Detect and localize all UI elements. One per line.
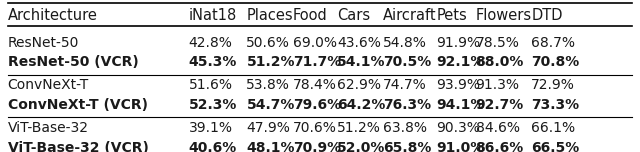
Text: ConvNeXt-T (VCR): ConvNeXt-T (VCR) xyxy=(8,98,148,112)
Text: 51.2%: 51.2% xyxy=(337,121,381,135)
Text: 78.4%: 78.4% xyxy=(293,78,337,92)
Text: 70.6%: 70.6% xyxy=(293,121,337,135)
Text: 40.6%: 40.6% xyxy=(189,141,237,152)
Text: ConvNeXt-T: ConvNeXt-T xyxy=(8,78,89,92)
Text: 53.8%: 53.8% xyxy=(246,78,291,92)
Text: ResNet-50: ResNet-50 xyxy=(8,36,79,50)
Text: 70.9%: 70.9% xyxy=(293,141,341,152)
Text: ViT-Base-32: ViT-Base-32 xyxy=(8,121,89,135)
Text: 54.1%: 54.1% xyxy=(337,55,386,69)
Text: ResNet-50 (VCR): ResNet-50 (VCR) xyxy=(8,55,138,69)
Text: 48.1%: 48.1% xyxy=(246,141,295,152)
Text: 64.2%: 64.2% xyxy=(337,98,386,112)
Text: Places: Places xyxy=(246,9,293,23)
Text: Cars: Cars xyxy=(337,9,371,23)
Text: 54.8%: 54.8% xyxy=(383,36,427,50)
Text: DTD: DTD xyxy=(531,9,563,23)
Text: 66.5%: 66.5% xyxy=(531,141,579,152)
Text: 84.6%: 84.6% xyxy=(476,121,520,135)
Text: 52.0%: 52.0% xyxy=(337,141,386,152)
Text: 54.7%: 54.7% xyxy=(246,98,295,112)
Text: 90.3%: 90.3% xyxy=(436,121,481,135)
Text: ViT-Base-32 (VCR): ViT-Base-32 (VCR) xyxy=(8,141,148,152)
Text: 66.1%: 66.1% xyxy=(531,121,575,135)
Text: 50.6%: 50.6% xyxy=(246,36,291,50)
Text: 92.7%: 92.7% xyxy=(476,98,524,112)
Text: Pets: Pets xyxy=(436,9,467,23)
Text: 93.9%: 93.9% xyxy=(436,78,481,92)
Text: 68.7%: 68.7% xyxy=(531,36,575,50)
Text: 42.8%: 42.8% xyxy=(189,36,233,50)
Text: 88.0%: 88.0% xyxy=(476,55,524,69)
Text: 72.9%: 72.9% xyxy=(531,78,575,92)
Text: 91.9%: 91.9% xyxy=(436,36,481,50)
Text: 76.3%: 76.3% xyxy=(383,98,431,112)
Text: 51.6%: 51.6% xyxy=(189,78,233,92)
Text: 51.2%: 51.2% xyxy=(246,55,295,69)
Text: 71.7%: 71.7% xyxy=(293,55,341,69)
Text: 86.6%: 86.6% xyxy=(476,141,524,152)
Text: 92.1%: 92.1% xyxy=(436,55,485,69)
Text: 45.3%: 45.3% xyxy=(189,55,237,69)
Text: 65.8%: 65.8% xyxy=(383,141,431,152)
Text: 70.8%: 70.8% xyxy=(531,55,579,69)
Text: iNat18: iNat18 xyxy=(189,9,237,23)
Text: Aircraft: Aircraft xyxy=(383,9,436,23)
Text: 43.6%: 43.6% xyxy=(337,36,381,50)
Text: 91.3%: 91.3% xyxy=(476,78,520,92)
Text: 47.9%: 47.9% xyxy=(246,121,291,135)
Text: 94.1%: 94.1% xyxy=(436,98,485,112)
Text: 74.7%: 74.7% xyxy=(383,78,426,92)
Text: 69.0%: 69.0% xyxy=(293,36,337,50)
Text: 63.8%: 63.8% xyxy=(383,121,427,135)
Text: 78.5%: 78.5% xyxy=(476,36,520,50)
Text: 52.3%: 52.3% xyxy=(189,98,237,112)
Text: 39.1%: 39.1% xyxy=(189,121,233,135)
Text: Flowers: Flowers xyxy=(476,9,532,23)
Text: 62.9%: 62.9% xyxy=(337,78,381,92)
Text: 70.5%: 70.5% xyxy=(383,55,431,69)
Text: Food: Food xyxy=(293,9,328,23)
Text: 79.6%: 79.6% xyxy=(293,98,341,112)
Text: Architecture: Architecture xyxy=(8,9,97,23)
Text: 91.0%: 91.0% xyxy=(436,141,484,152)
Text: 73.3%: 73.3% xyxy=(531,98,579,112)
